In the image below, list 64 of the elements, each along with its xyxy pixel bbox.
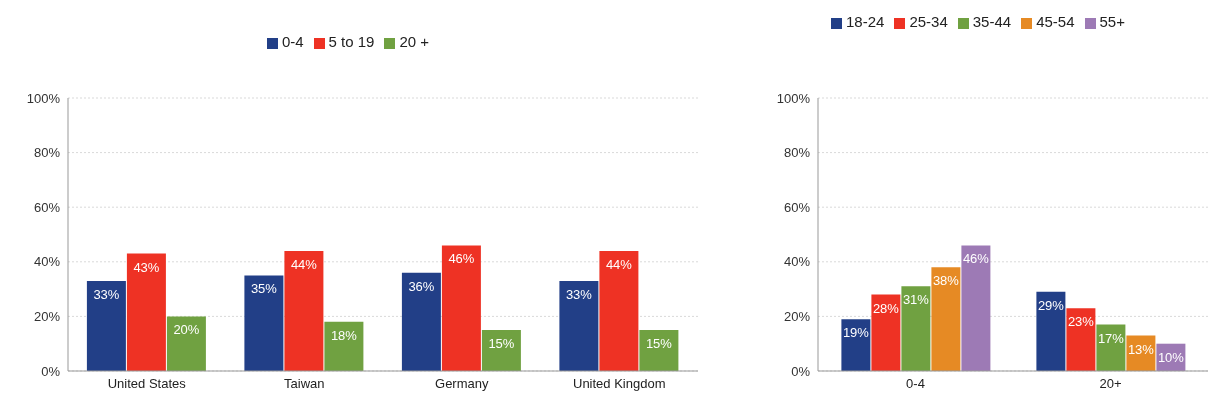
legend-label: 5 to 19: [328, 33, 375, 50]
data-label: 10%: [1157, 349, 1185, 365]
bar: [284, 250, 324, 371]
data-label: 44%: [605, 256, 633, 272]
data-label: 43%: [133, 259, 160, 275]
bar: [901, 286, 931, 371]
y-tick-label: 40%: [33, 254, 61, 270]
data-label: 36%: [408, 278, 435, 294]
data-label: 29%: [1037, 297, 1065, 313]
bar: [599, 250, 639, 371]
x-tick-label: Germany: [435, 376, 489, 392]
x-tick-label: Taiwan: [284, 376, 325, 392]
y-tick-label: 20%: [33, 309, 61, 325]
data-label: 19%: [842, 325, 870, 341]
data-label: 15%: [645, 336, 673, 352]
data-label: 46%: [448, 251, 475, 267]
bar: [244, 275, 284, 371]
data-label: 31%: [902, 292, 930, 308]
bar: [559, 280, 599, 371]
data-label: 44%: [290, 256, 318, 272]
data-label: 28%: [872, 300, 900, 316]
y-tick-label: 60%: [33, 199, 61, 215]
data-label: 13%: [1127, 341, 1155, 357]
data-label: 33%: [93, 286, 120, 302]
legend-label: 20 +: [399, 33, 430, 50]
bar: [1066, 308, 1096, 371]
data-label: 15%: [488, 336, 515, 352]
bar: [126, 253, 166, 371]
data-label: 46%: [962, 251, 990, 267]
data-label: 17%: [1097, 330, 1125, 346]
legend-label: 45-54: [1036, 13, 1075, 30]
bar: [441, 245, 481, 371]
data-label: 38%: [932, 273, 960, 289]
x-tick-label: 20+: [1099, 376, 1122, 392]
bar: [401, 272, 441, 371]
y-tick-label: 0%: [41, 363, 61, 379]
x-tick-label: United States: [107, 376, 187, 392]
bar: [324, 321, 364, 371]
y-tick-label: 60%: [783, 199, 811, 215]
x-tick-label: 0-4: [906, 376, 925, 392]
y-tick-label: 80%: [33, 145, 61, 161]
bar: [1036, 291, 1066, 371]
bar: [871, 294, 901, 371]
legend-label: 25-34: [909, 13, 948, 30]
legend-label: 55+: [1099, 13, 1125, 30]
y-tick-label: 100%: [26, 90, 61, 106]
legend-label: 0-4: [281, 33, 304, 50]
data-label: 33%: [565, 286, 593, 302]
data-label: 35%: [250, 281, 278, 297]
y-tick-label: 100%: [776, 90, 811, 106]
bar: [931, 267, 961, 371]
y-tick-label: 40%: [783, 254, 811, 270]
data-label: 20%: [173, 322, 200, 338]
y-tick-label: 80%: [783, 145, 811, 161]
x-tick-label: United Kingdom: [573, 376, 666, 392]
legend-label: 18-24: [846, 13, 885, 30]
data-label: 18%: [330, 327, 358, 343]
y-tick-label: 20%: [783, 309, 811, 325]
bar: [86, 280, 126, 371]
bar: [166, 316, 206, 371]
legend-label: 35-44: [972, 13, 1012, 30]
bar: [961, 245, 991, 371]
data-label: 23%: [1067, 314, 1095, 330]
y-tick-label: 0%: [791, 363, 811, 379]
